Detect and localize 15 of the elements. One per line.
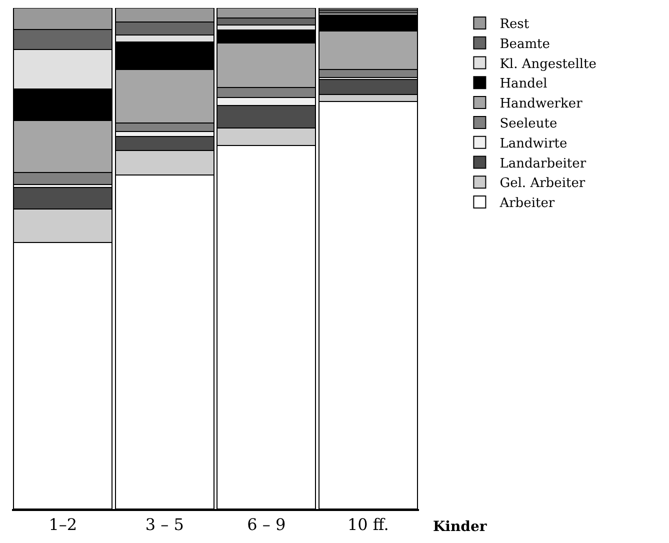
legend-label: Handel xyxy=(500,76,548,92)
x-tick-label: 3 – 5 xyxy=(145,515,184,534)
legend-label: Handwerker xyxy=(500,96,584,112)
x-tick-label: 1–2 xyxy=(48,515,78,534)
legend-label: Beamte xyxy=(500,36,550,52)
legend-label: Seeleute xyxy=(500,116,558,132)
legend-label: Landwirte xyxy=(500,136,568,152)
legend-label: Rest xyxy=(500,17,530,32)
legend-label: Arbeiter xyxy=(498,196,556,212)
legend-label: Gel. Arbeiter xyxy=(500,176,586,192)
legend-label: Landarbeiter xyxy=(500,156,587,172)
x-tick-label: 6 – 9 xyxy=(247,515,286,534)
legend-label: Kl. Angestellte xyxy=(500,56,597,72)
x-tick-label: 10 ff. xyxy=(347,515,389,534)
x-axis-title: Kinder xyxy=(433,519,488,535)
